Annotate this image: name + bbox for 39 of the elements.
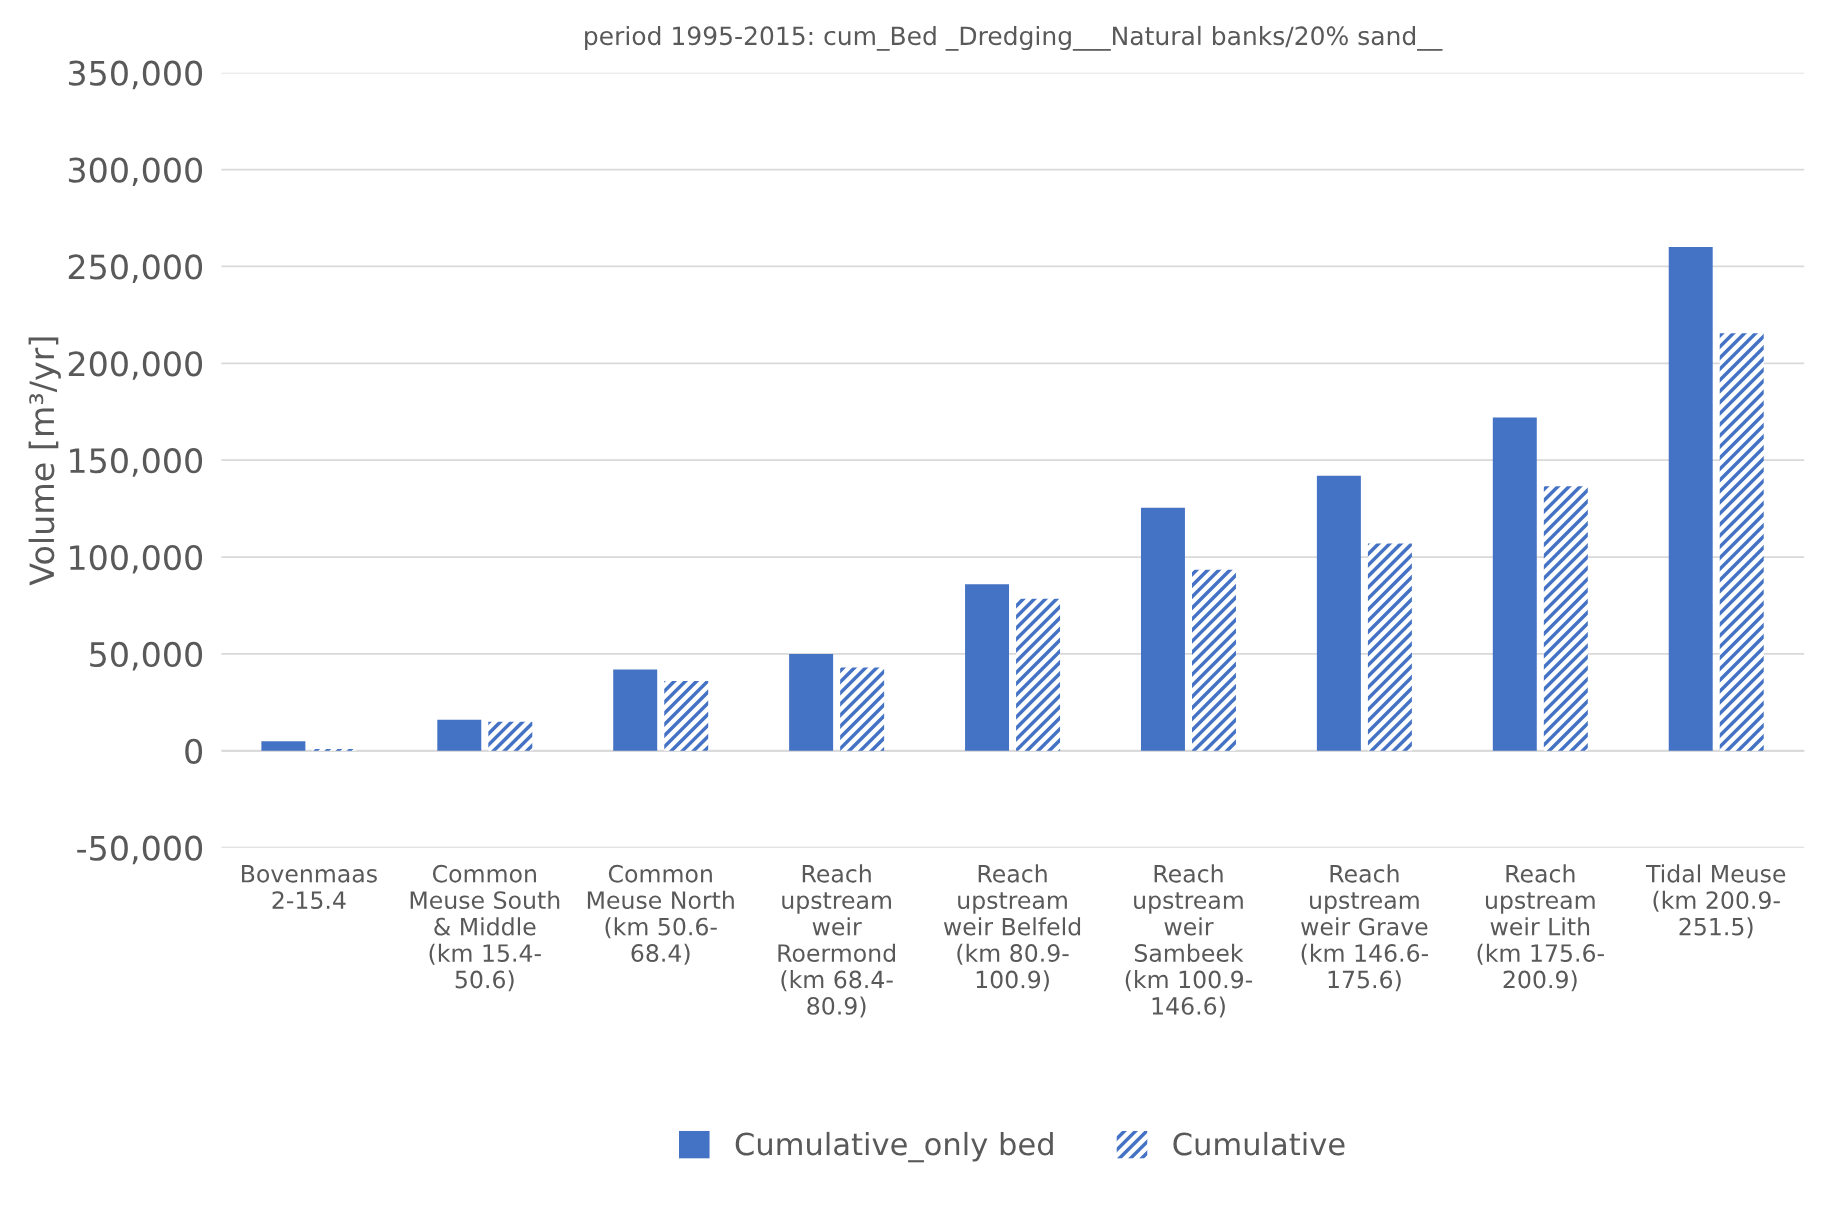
bar <box>1140 507 1185 751</box>
x-tick-label: Reach upstream weir Belfeld (km 80.9- 100.9) <box>943 864 1081 992</box>
x-tick-label: Reach upstream weir Grave (km 146.6- 175.6) <box>1301 864 1428 992</box>
y-tick-label: 100,000 <box>70 544 203 574</box>
x-tick-label: Reach upstream weir Sambeek (km 100.9- 146.6) <box>1125 864 1253 1018</box>
y-tick-label: 250,000 <box>68 254 203 283</box>
x-tick-label: Tidal Meuse (km 200.9- 251.5) <box>1645 864 1786 939</box>
x-tick-label: Common Meuse North (km 50.6- 68.4) <box>587 864 734 965</box>
y-tick-label: 200,000 <box>68 351 203 380</box>
x-tick-label: Reach upstream weir Lith (km 175.6- 200.9) <box>1477 864 1604 992</box>
y-tick-label: 300,000 <box>68 157 203 187</box>
legend-label: Cumulative_only bed <box>735 1131 1053 1163</box>
bar <box>789 653 834 751</box>
bar <box>840 667 885 751</box>
bar <box>488 721 533 751</box>
y-tick-label: 150,000 <box>70 448 203 477</box>
bar <box>1016 598 1061 751</box>
y-tick-label: 50,000 <box>90 641 203 671</box>
y-tick-label: 350,000 <box>68 60 203 90</box>
bar <box>1543 486 1588 751</box>
bar <box>664 681 709 751</box>
bar <box>261 741 306 751</box>
x-tick-label: Bovenmaas 2-15.4 <box>242 865 377 910</box>
bar <box>1492 417 1537 751</box>
x-tick-label: Common Meuse South & Middle (km 15.4- 50.6) <box>410 864 560 992</box>
legend-label: Cumulative <box>1173 1131 1345 1156</box>
y-axis-title: Volume [m³/yr] <box>28 337 61 586</box>
x-tick-label: Reach upstream weir Roermond (km 68.4- 80.9) <box>778 864 895 1018</box>
bar <box>1719 333 1764 751</box>
bar <box>965 584 1010 751</box>
bar <box>613 669 658 751</box>
chart-title: period 1995-2015: cum_Bed _Dredging___Natural banks/20% sand__ <box>585 25 1443 51</box>
y-tick-label: -50,000 <box>77 835 203 865</box>
bar <box>437 719 482 751</box>
bar <box>1191 569 1236 751</box>
y-tick-label: 0 <box>185 738 203 764</box>
bar <box>1367 543 1412 751</box>
bar <box>1316 475 1361 751</box>
bar <box>1668 247 1713 751</box>
